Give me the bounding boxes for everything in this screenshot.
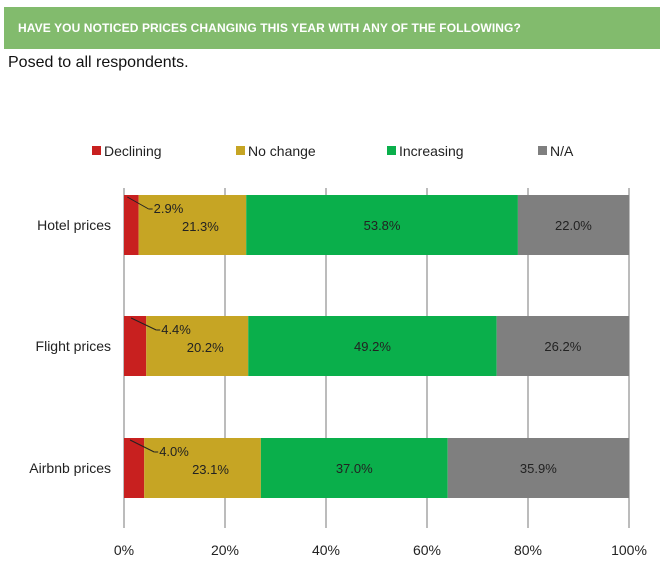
- subtitle: Posed to all respondents.: [8, 54, 189, 71]
- data-label: 4.0%: [159, 444, 189, 459]
- bar-segment-no-change: [144, 438, 261, 498]
- bar-segment-declining: [124, 195, 139, 255]
- data-label: 53.8%: [364, 218, 401, 233]
- data-label: 37.0%: [336, 461, 373, 476]
- category-label: Hotel prices: [37, 217, 111, 233]
- data-label: 49.2%: [354, 339, 391, 354]
- data-label: 21.3%: [182, 219, 219, 234]
- bar-segment-n-a: [517, 195, 629, 255]
- data-label: 4.4%: [161, 322, 191, 337]
- bar-segment-declining: [124, 438, 145, 498]
- data-label: 20.2%: [187, 340, 224, 355]
- data-label: 35.9%: [520, 461, 557, 476]
- x-tick-label: 100%: [611, 542, 647, 558]
- bar-segment-increasing: [246, 195, 518, 255]
- legend-swatch: [538, 146, 547, 155]
- question-banner: HAVE YOU NOTICED PRICES CHANGING THIS YE…: [4, 7, 660, 49]
- data-label: 2.9%: [154, 201, 184, 216]
- leader-line: [129, 439, 155, 453]
- x-tick-label: 40%: [312, 542, 340, 558]
- data-label: 26.2%: [544, 339, 581, 354]
- category-label: Airbnb prices: [29, 460, 111, 476]
- bar-segment-declining: [124, 316, 147, 376]
- data-label: 22.0%: [555, 218, 592, 233]
- legend-swatch: [387, 146, 396, 155]
- legend-swatch: [236, 146, 245, 155]
- legend-label: Declining: [104, 143, 162, 159]
- legend-label: No change: [248, 143, 316, 159]
- legend-swatch: [92, 146, 101, 155]
- x-tick-label: 80%: [514, 542, 542, 558]
- bar-segment-increasing: [260, 438, 448, 498]
- category-label: Flight prices: [36, 338, 111, 354]
- data-label: 23.1%: [192, 462, 229, 477]
- bar-segment-no-change: [138, 195, 247, 255]
- legend-label: Increasing: [399, 143, 464, 159]
- bar-segment-n-a: [496, 316, 629, 376]
- legend-label: N/A: [550, 143, 574, 159]
- x-tick-label: 60%: [413, 542, 441, 558]
- bar-segment-n-a: [447, 438, 629, 498]
- bar-segment-increasing: [248, 316, 497, 376]
- question-title: HAVE YOU NOTICED PRICES CHANGING THIS YE…: [18, 21, 521, 35]
- x-tick-label: 20%: [211, 542, 239, 558]
- bar-segment-no-change: [146, 316, 249, 376]
- leader-line: [127, 196, 149, 210]
- x-tick-label: 0%: [114, 542, 134, 558]
- leader-line: [130, 317, 157, 331]
